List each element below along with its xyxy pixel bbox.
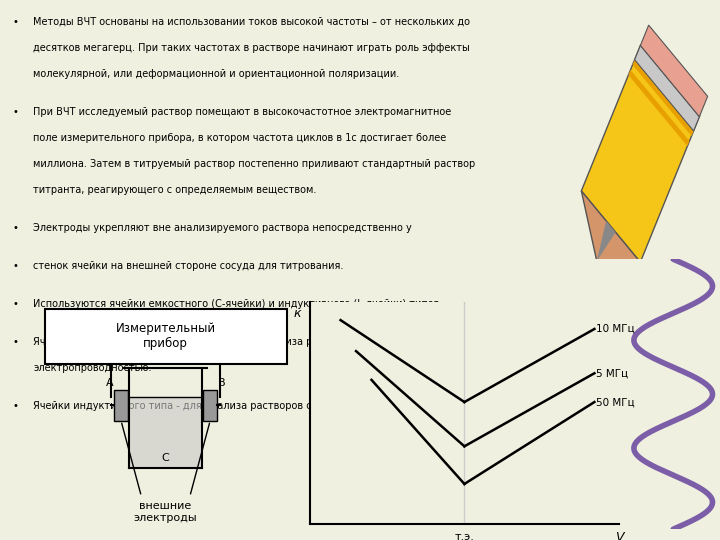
Bar [581,44,700,262]
Text: 10 МГц: 10 МГц [596,324,634,334]
Polygon shape [130,397,202,468]
Text: •: • [13,107,19,117]
Text: Используются ячейки емкостного (С-ячейки) и индуктивного (L-ячейки) типов.: Используются ячейки емкостного (С-ячейки… [33,299,443,309]
Text: •: • [13,223,19,233]
Text: 50 МГц: 50 МГц [596,397,634,407]
Text: стенок ячейки на внешней стороне сосуда для титрования.: стенок ячейки на внешней стороне сосуда … [33,261,343,271]
Text: 5 МГц: 5 МГц [596,368,628,378]
Text: Ячейки индуктивного типа - для анализа растворов с высокой проводимостью.: Ячейки индуктивного типа - для анализа р… [33,401,446,411]
Bar [45,309,287,363]
Bar [633,60,693,136]
Text: внешние
электроды: внешние электроды [134,501,197,523]
Text: •: • [13,17,19,26]
Text: C: C [162,453,169,463]
Text: •: • [13,299,19,309]
Bar [629,70,690,146]
Text: •: • [13,337,19,347]
Text: Измерительный
прибор: Измерительный прибор [115,322,216,350]
Text: к: к [294,307,301,320]
Bar [640,25,708,117]
Text: •: • [13,261,19,271]
Text: миллиона. Затем в титруемый раствор постепенно приливают стандартный раствор: миллиона. Затем в титруемый раствор пост… [33,159,475,169]
Bar [204,390,217,421]
Text: молекулярной, или деформационной и ориентационной поляризации.: молекулярной, или деформационной и ориен… [33,69,400,79]
Bar [634,45,699,131]
Text: т.э.: т.э. [454,532,474,540]
Text: Электроды укрепляют вне анализируемого раствора непосредственно у: Электроды укрепляют вне анализируемого р… [33,223,412,233]
Text: Методы ВЧТ основаны на использовании токов высокой частоты – от нескольких до: Методы ВЧТ основаны на использовании ток… [33,17,470,26]
Text: V: V [615,531,624,540]
Text: электропроводностью.: электропроводностью. [33,363,152,373]
Text: титранта, реагирующего с определяемым веществом.: титранта, реагирующего с определяемым ве… [33,185,317,195]
Text: поле измерительного прибора, в котором частота циклов в 1с достигает более: поле измерительного прибора, в котором ч… [33,133,446,143]
Text: десятков мегагерц. При таких частотах в растворе начинают играть роль эффекты: десятков мегагерц. При таких частотах в … [33,43,470,53]
Text: A: A [106,379,114,388]
Polygon shape [581,191,640,262]
Text: •: • [13,401,19,411]
Text: B: B [217,379,225,388]
Text: При ВЧТ исследуемый раствор помещают в высокочастотное электромагнитное: При ВЧТ исследуемый раствор помещают в в… [33,107,451,117]
Polygon shape [597,221,616,261]
Bar [114,390,128,421]
Text: Ячейки емкостного типа используются для анализа растворов с низкой: Ячейки емкостного типа используются для … [33,337,407,347]
